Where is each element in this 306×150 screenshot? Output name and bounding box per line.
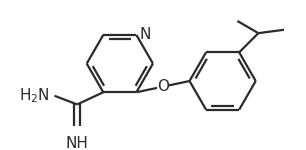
Text: O: O: [157, 79, 169, 94]
Text: H$_2$N: H$_2$N: [19, 86, 49, 105]
Text: N: N: [140, 27, 151, 42]
Text: NH: NH: [66, 136, 88, 150]
